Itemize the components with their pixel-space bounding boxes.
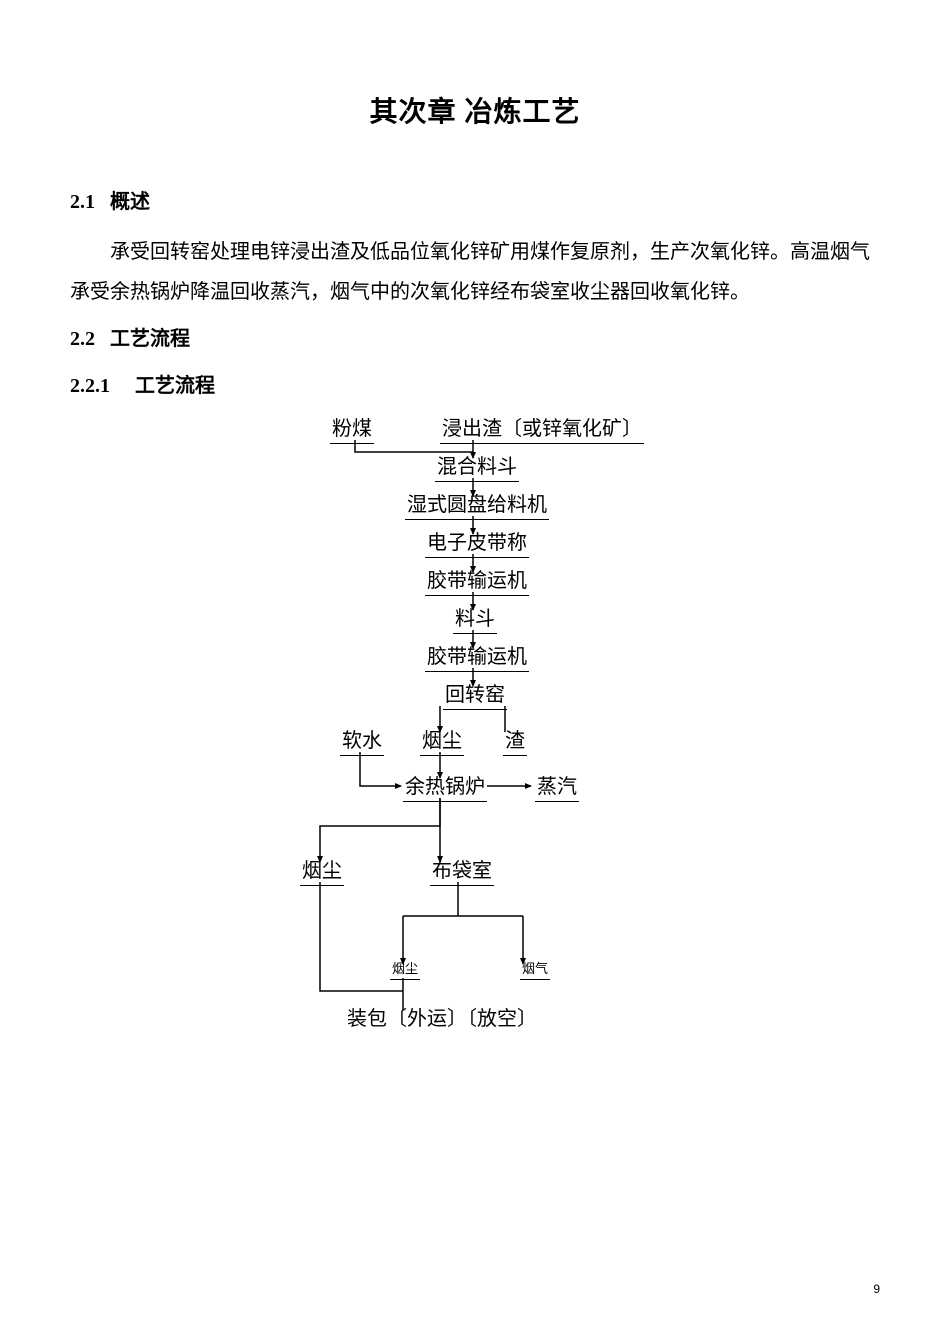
- flow-node-yanchen2: 烟尘: [300, 858, 344, 886]
- flow-node-jiaodai2: 胶带输运机: [425, 644, 529, 672]
- flow-node-huizhuanyao: 回转窑: [443, 682, 507, 710]
- flow-node-shishi: 湿式圆盘给料机: [405, 492, 549, 520]
- section-label: 工艺流程: [110, 328, 190, 350]
- flow-node-hunheliao: 混合料斗: [435, 454, 519, 482]
- flow-node-fenmeimei: 粉煤: [330, 416, 374, 444]
- flow-node-zhuangbao: 装包〔外运〕〔放空〕: [345, 1006, 539, 1033]
- flow-node-yanchen_s: 烟尘: [390, 961, 420, 980]
- flow-node-jinchuzha: 浸出渣〔或锌氧化矿〕: [440, 416, 644, 444]
- flow-node-liaodou: 料斗: [453, 606, 497, 634]
- section-number: 2.2: [70, 328, 95, 350]
- flow-node-dianzipi: 电子皮带称: [425, 530, 529, 558]
- section-number: 2.1: [70, 191, 95, 213]
- flow-node-jiaodai1: 胶带输运机: [425, 568, 529, 596]
- flow-node-zhengqi: 蒸汽: [535, 774, 579, 802]
- section-label: 概述: [110, 191, 150, 213]
- document-page: 其次章 冶炼工艺 2.1 概述 承受回转窑处理电锌浸出渣及低品位氧化锌矿用煤作复…: [0, 0, 950, 1344]
- process-flowchart: 粉煤浸出渣〔或锌氧化矿〕混合料斗湿式圆盘给料机电子皮带称胶带输运机料斗胶带输运机…: [225, 416, 725, 1076]
- section-2-2-1-heading: 2.2.1 工艺流程: [70, 369, 880, 398]
- section-2-2-heading: 2.2 工艺流程: [70, 322, 880, 351]
- section-number: 2.2.1: [70, 375, 110, 397]
- flow-edge-14: [320, 798, 440, 862]
- overview-paragraph: 承受回转窑处理电锌浸出渣及低品位氧化锌矿用煤作复原剂，生产次氧化锌。高温烟气承受…: [70, 232, 880, 312]
- flow-node-yanchen: 烟尘: [420, 728, 464, 756]
- flow-node-budaishi: 布袋室: [430, 858, 494, 886]
- flow-node-ruanshui: 软水: [340, 728, 384, 756]
- page-number: 9: [873, 1282, 880, 1296]
- flow-node-yureguolu: 余热锅炉: [403, 774, 487, 802]
- section-label: 工艺流程: [135, 375, 215, 397]
- section-2-1-heading: 2.1 概述: [70, 185, 880, 214]
- flow-node-zha: 渣: [503, 728, 527, 756]
- chapter-title: 其次章 冶炼工艺: [70, 90, 880, 130]
- flow-node-yanqi_s: 烟气: [520, 961, 550, 980]
- flow-edge-10: [360, 752, 401, 786]
